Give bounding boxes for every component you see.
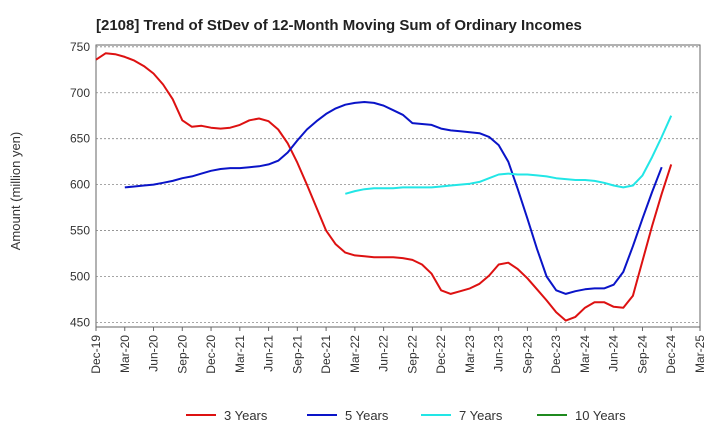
- series-line-7-years: [345, 115, 673, 195]
- x-tick-label: Jun-20: [147, 335, 161, 372]
- x-tick-label: Sep-23: [520, 335, 534, 374]
- x-tick-label: Dec-19: [89, 335, 103, 374]
- x-tick-label: Dec-22: [434, 335, 448, 374]
- legend-label: 10 Years: [575, 408, 626, 423]
- plot-area: [95, 44, 701, 328]
- legend-label: 3 Years: [224, 408, 268, 423]
- x-tick-label: Sep-22: [405, 335, 419, 374]
- legend-label: 5 Years: [345, 408, 389, 423]
- x-tick-label: Dec-23: [549, 335, 563, 374]
- y-axis-label: Amount (million yen): [8, 132, 23, 251]
- x-tick-label: Mar-20: [118, 335, 132, 373]
- legend-label: 7 Years: [459, 408, 503, 423]
- x-tick-label: Mar-23: [463, 335, 477, 373]
- y-tick-label: 750: [70, 40, 90, 54]
- x-tick-label: Jun-23: [492, 335, 506, 372]
- x-tick-label: Sep-21: [290, 335, 304, 374]
- y-axis-ticks: 450 500 550 600 650 700 750: [70, 40, 90, 330]
- y-tick-label: 700: [70, 86, 90, 100]
- x-tick-label: Sep-20: [175, 335, 189, 374]
- y-tick-label: 550: [70, 224, 90, 238]
- x-tick-label: Sep-24: [635, 335, 649, 374]
- x-axis-ticks: Dec-19 Mar-20 Jun-20 Sep-20 Dec-20 Mar-21 Jun-…: [89, 327, 707, 374]
- y-tick-label: 650: [70, 132, 90, 146]
- legend: 3 Years 5 Years 7 Years 10 Years: [186, 408, 626, 423]
- chart-title: [2108] Trend of StDev of 12-Month Moving…: [96, 17, 582, 34]
- x-tick-label: Dec-20: [204, 335, 218, 374]
- y-tick-label: 600: [70, 178, 90, 192]
- x-tick-label: Jun-24: [607, 335, 621, 372]
- x-tick-label: Dec-21: [319, 335, 333, 374]
- series-line-3-years: [95, 52, 673, 322]
- x-tick-label: Mar-24: [578, 335, 592, 373]
- y-tick-label: 450: [70, 315, 90, 329]
- x-tick-label: Mar-25: [693, 335, 707, 373]
- x-tick-label: Dec-24: [664, 335, 678, 374]
- x-tick-label: Jun-22: [377, 335, 391, 372]
- plot-frame: [95, 44, 701, 328]
- x-tick-label: Mar-22: [348, 335, 362, 373]
- y-tick-label: 500: [70, 269, 90, 283]
- x-tick-label: Jun-21: [262, 335, 276, 372]
- x-tick-label: Mar-21: [233, 335, 247, 373]
- series-line-5-years: [124, 101, 663, 295]
- grid-lines: [96, 46, 700, 323]
- series-lines: [95, 52, 673, 322]
